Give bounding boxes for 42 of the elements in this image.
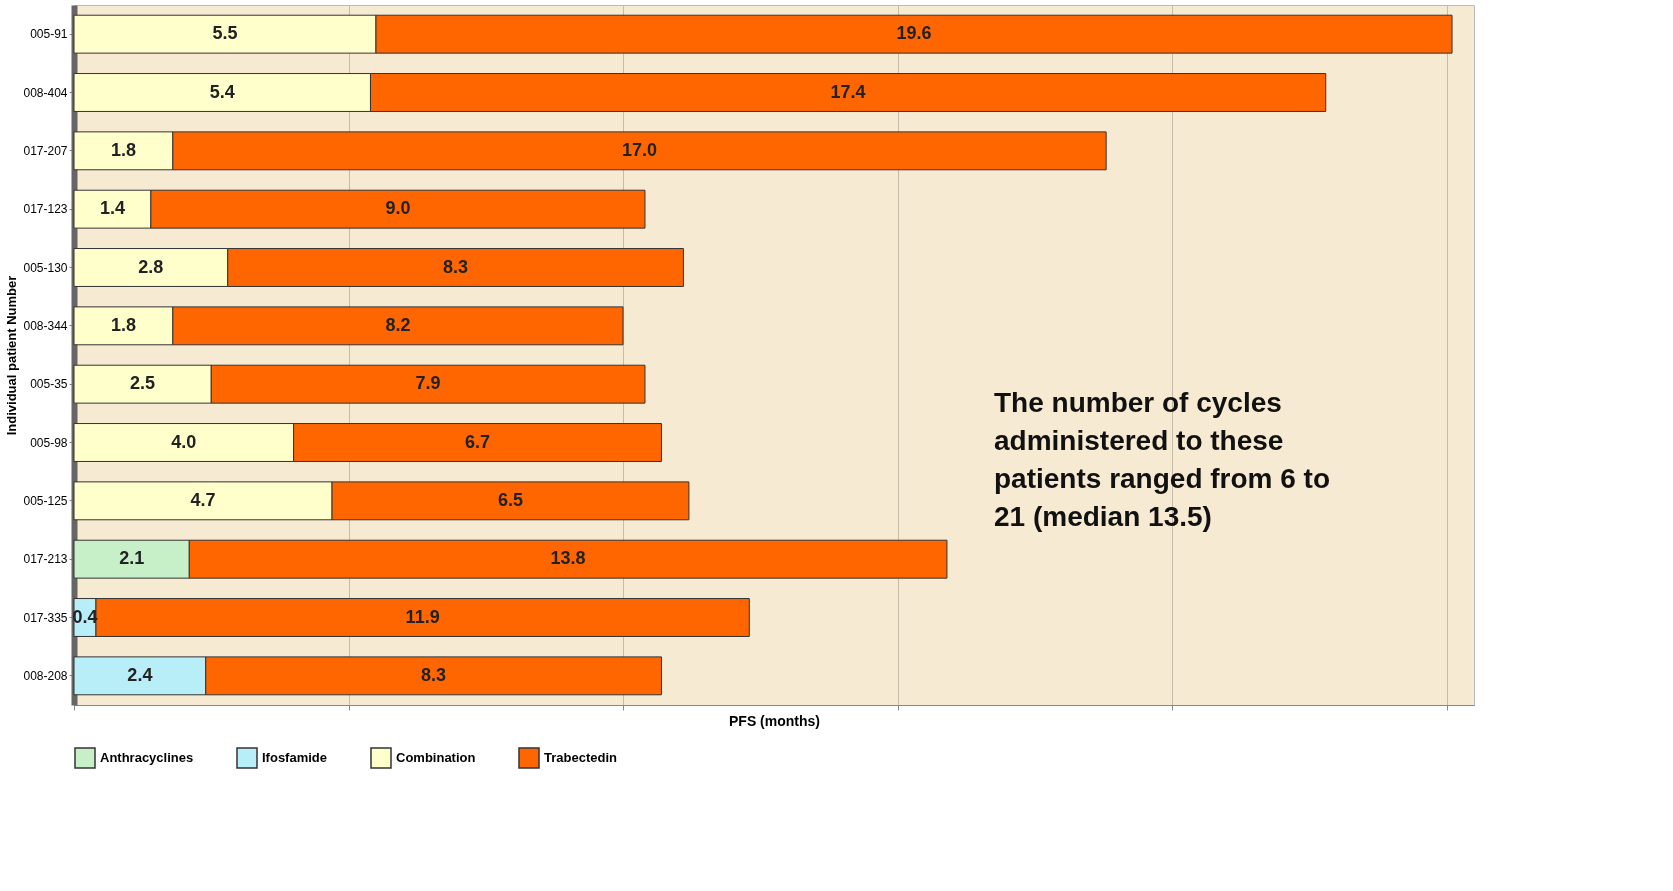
data-label: 4.7: [190, 489, 216, 510]
y-tick-label: 005-98: [30, 435, 68, 450]
y-axis-title: Individual patient Number: [4, 275, 20, 436]
y-tick-label: 008-208: [23, 668, 68, 683]
y-tick-label: 005-91: [30, 27, 68, 42]
legend-label: Trabectedin: [544, 750, 618, 765]
data-label: 17.4: [830, 81, 866, 102]
legend-label: Combination: [396, 750, 476, 765]
data-label: 1.8: [110, 314, 136, 335]
y-tick-label: 017-207: [23, 143, 68, 158]
data-label: 5.5: [212, 23, 238, 44]
data-label: 2.1: [119, 548, 145, 569]
data-label: 17.0: [621, 139, 658, 160]
data-label: 8.3: [421, 664, 447, 685]
legend-label: Anthracyclines: [100, 750, 194, 765]
data-label: 1.4: [99, 198, 125, 219]
data-label: 11.9: [405, 606, 440, 627]
data-label: 4.0: [171, 431, 197, 452]
y-tick-label: 017-123: [23, 202, 68, 217]
annotation: The number of cycles administered to these patients ranged from 6 to 21 (median 13.5): [994, 387, 1331, 532]
y-tick-label: 005-35: [30, 377, 68, 392]
data-label: 6.5: [497, 489, 523, 510]
y-tick-label: 008-344: [23, 318, 68, 333]
data-label: 2.4: [127, 664, 153, 685]
y-tick-label: 005-125: [23, 493, 68, 508]
data-label: 2.8: [138, 256, 164, 277]
y-tick-label: 017-213: [23, 552, 68, 567]
data-label: 1.8: [110, 139, 136, 160]
data-label: 9.0: [385, 198, 411, 219]
y-tick-label: 017-335: [23, 610, 68, 625]
data-label: 7.9: [415, 373, 441, 394]
data-label: 13.8: [550, 548, 586, 569]
x-axis-title: PFS (months): [729, 713, 820, 729]
data-label: 8.2: [385, 314, 411, 335]
data-label: 6.7: [465, 431, 491, 452]
legend-label: Ifosfamide: [262, 750, 328, 765]
data-label: 19.6: [896, 23, 932, 44]
data-label: 5.4: [209, 81, 235, 102]
y-tick-label: 008-404: [23, 85, 68, 100]
y-tick-label: 005-130: [23, 260, 68, 275]
data-label: 8.3: [443, 256, 469, 277]
data-label: 2.5: [130, 373, 156, 394]
